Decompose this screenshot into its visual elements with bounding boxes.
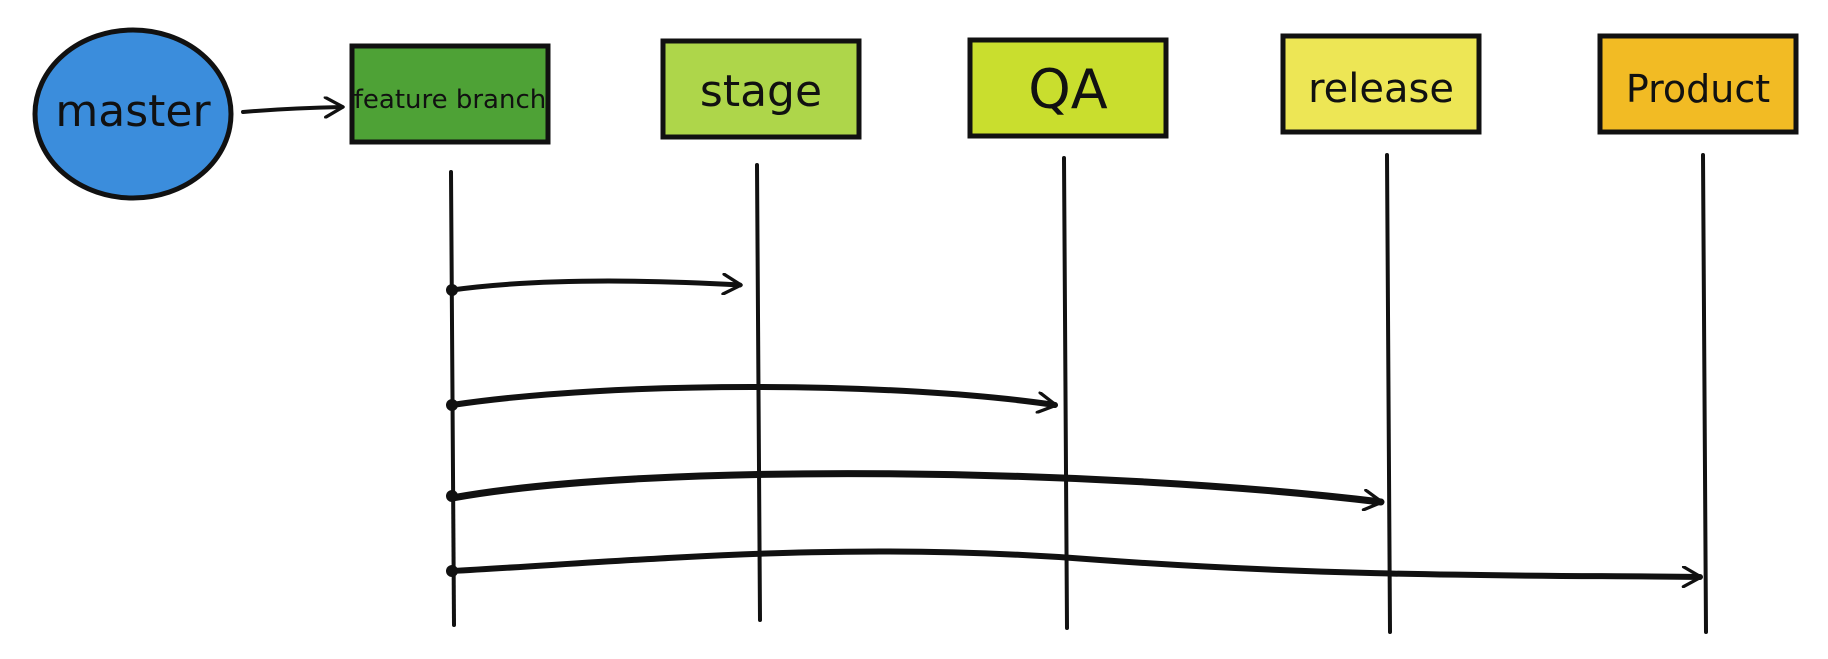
- product-box: [1597, 33, 1799, 135]
- edge-feature-branch-to-qa: [449, 383, 1058, 405]
- product-label: Product: [1626, 67, 1770, 111]
- release-node: release: [1280, 33, 1482, 135]
- release-label: release: [1308, 66, 1454, 112]
- product-node: Product: [1597, 33, 1799, 135]
- feature-branch-lifeline: [449, 170, 456, 627]
- qa-label: QA: [1028, 58, 1108, 121]
- master-node: master: [32, 27, 234, 201]
- stage-node: stage: [660, 38, 862, 140]
- edge-master-to-feature-branch: [241, 107, 342, 112]
- edge-feature-branch-to-qa-origin-dot: [446, 399, 458, 411]
- product-lifeline: [1701, 153, 1708, 634]
- edge-feature-branch-to-stage: [449, 281, 740, 290]
- feature-branch-box: [349, 43, 551, 145]
- stage-label: stage: [700, 66, 822, 117]
- qa-lifeline: [1062, 156, 1069, 630]
- edge-feature-branch-to-product: [449, 548, 1703, 577]
- master-label: master: [55, 86, 211, 137]
- edge-feature-branch-to-release: [448, 470, 1385, 502]
- stage-lifeline: [755, 163, 762, 622]
- qa-box: [967, 37, 1169, 139]
- feature-branch-label: feature branch: [354, 85, 547, 115]
- edge-feature-branch-to-product-origin-dot: [446, 565, 458, 577]
- release-lifeline: [1385, 153, 1392, 634]
- stage-box: [660, 38, 862, 140]
- edge-feature-branch-to-release-origin-dot: [446, 490, 458, 502]
- qa-node: QA: [967, 37, 1169, 139]
- feature-branch-node: feature branch: [349, 43, 551, 145]
- master-ellipse: [32, 27, 234, 201]
- release-box: [1280, 33, 1482, 135]
- edge-feature-branch-to-stage-origin-dot: [446, 284, 458, 296]
